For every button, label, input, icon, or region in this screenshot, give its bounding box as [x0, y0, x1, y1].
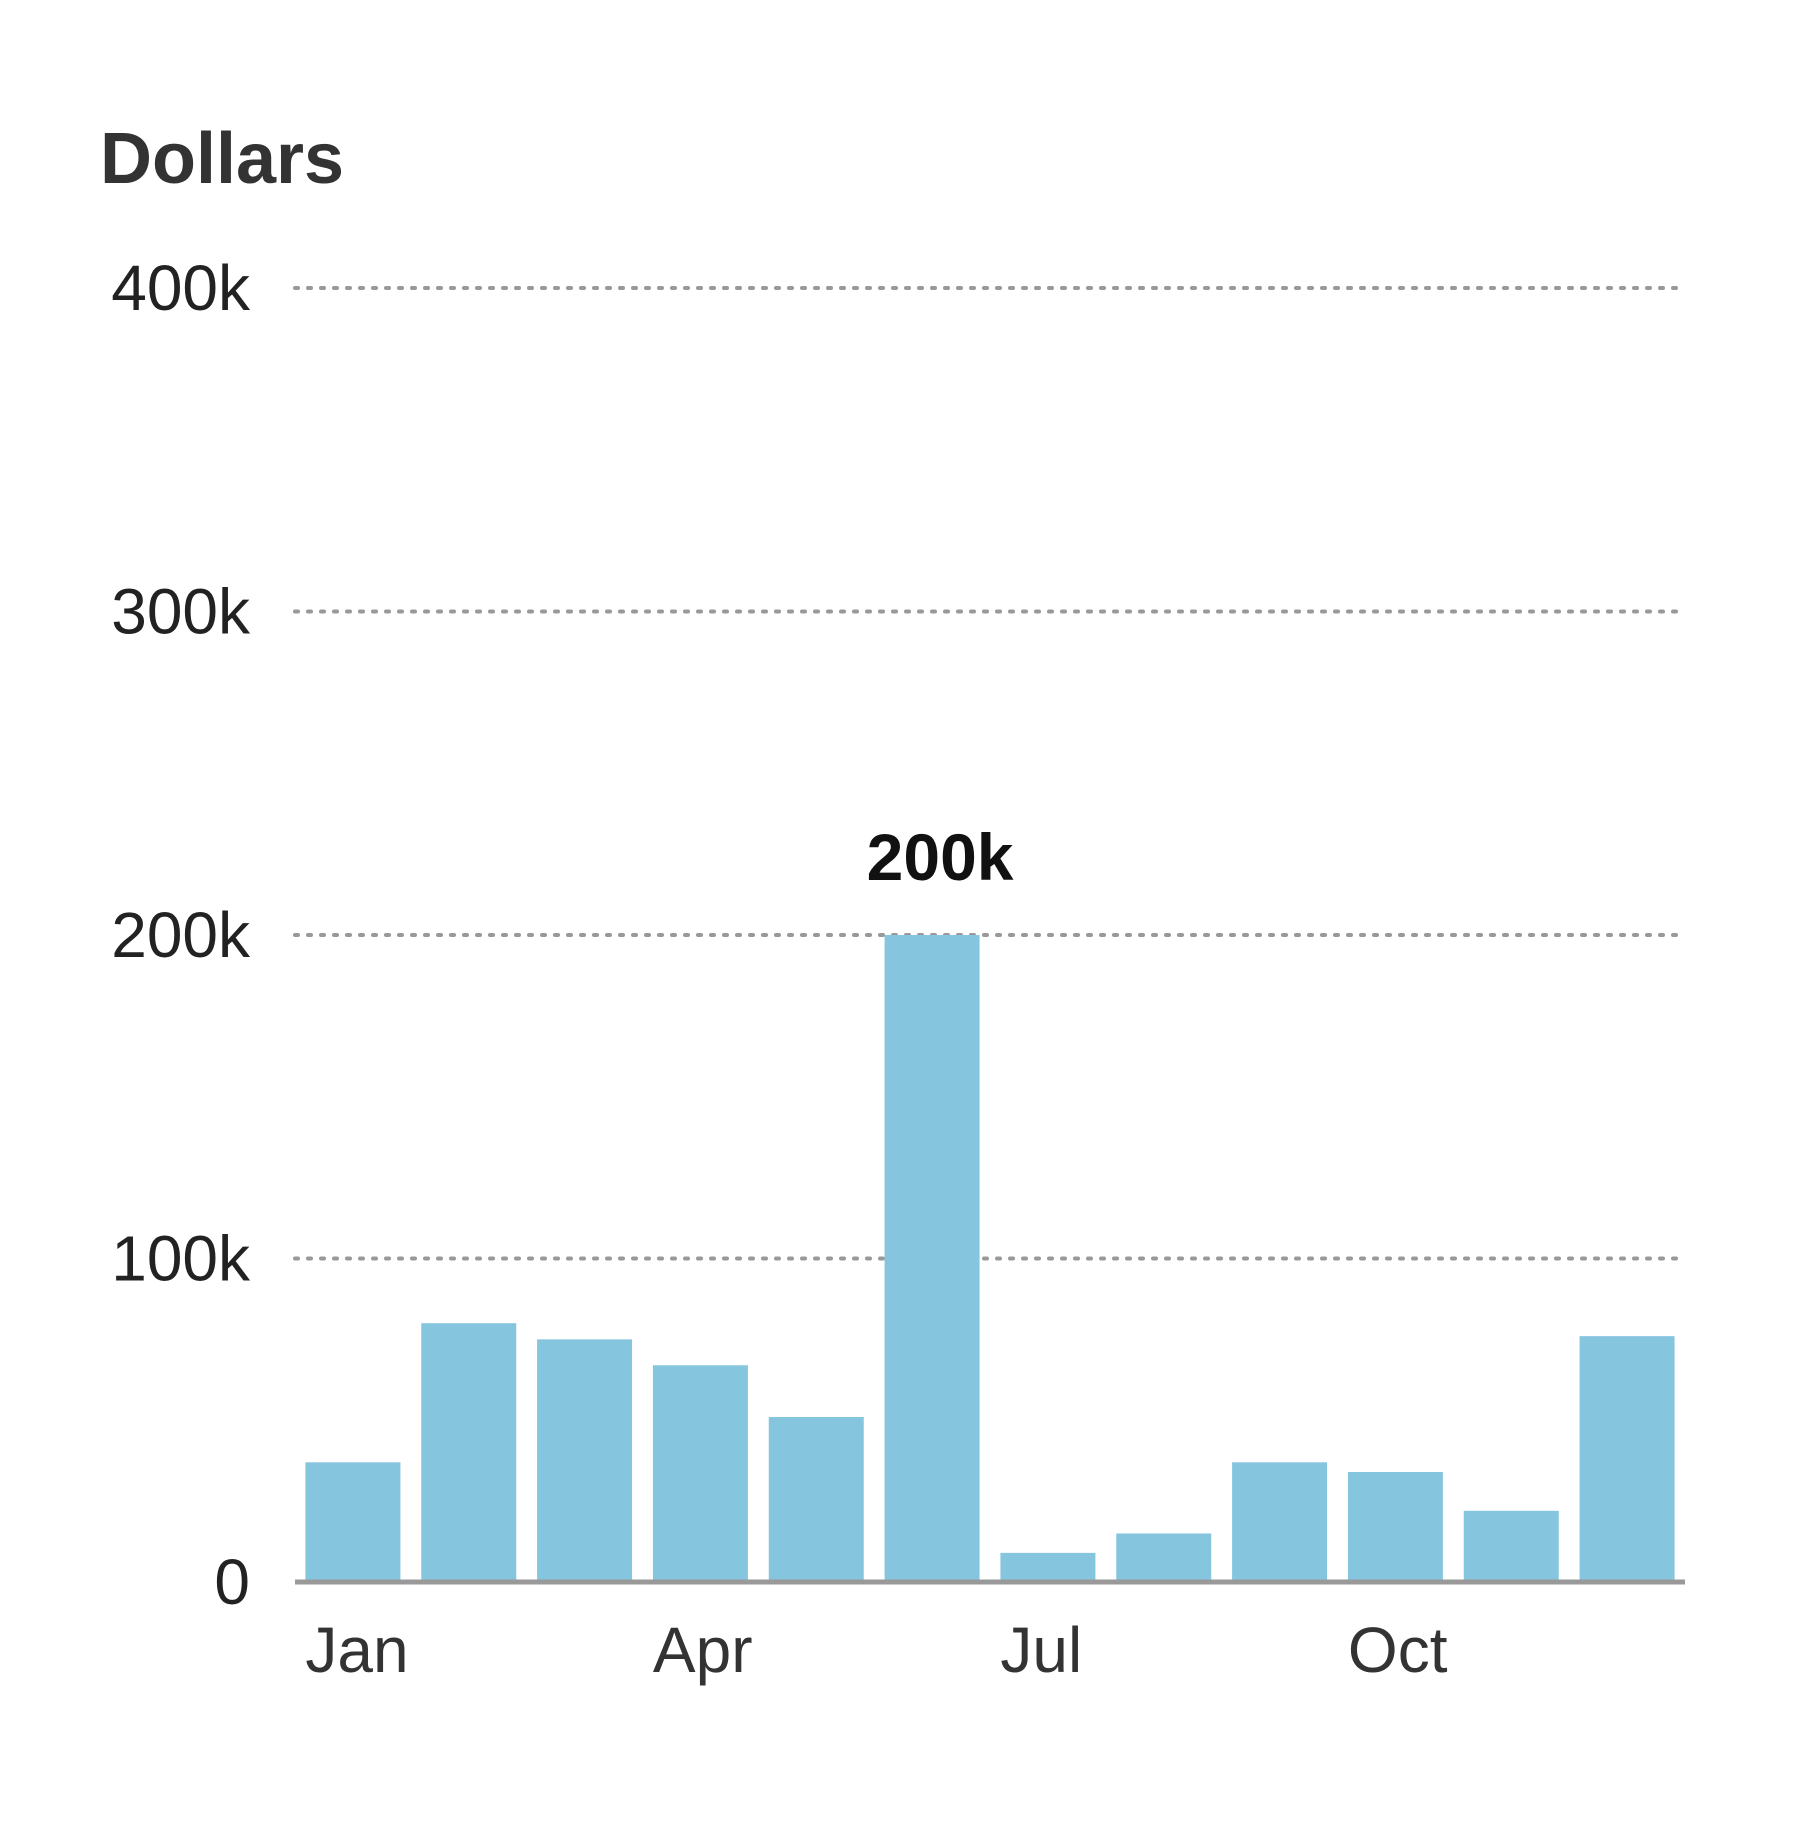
bar-jun: [884, 935, 980, 1582]
bar-dec: [1579, 1336, 1675, 1582]
bar-apr: [652, 1365, 748, 1582]
y-tick-label: 0: [214, 1546, 250, 1618]
data-label: 200k: [867, 820, 1014, 894]
bar-feb: [421, 1323, 517, 1582]
y-axis-ticks: 0 100k 200k 300k 400k: [111, 252, 251, 1618]
y-tick-label: 100k: [111, 1223, 251, 1295]
bar-jan: [305, 1462, 401, 1582]
y-tick-label: 300k: [111, 576, 251, 648]
y-axis-unit-label: Dollars: [100, 119, 344, 199]
x-axis-ticks: Jan Apr Jul Oct: [305, 1614, 1447, 1686]
x-tick-label: Jul: [1000, 1614, 1082, 1686]
gridlines: [293, 286, 1687, 1261]
bar-may: [768, 1417, 864, 1582]
bars: [305, 935, 1675, 1582]
y-tick-label: 400k: [111, 252, 251, 324]
y-tick-label: 200k: [111, 899, 251, 971]
bar-oct: [1347, 1472, 1443, 1582]
bar-mar: [537, 1339, 633, 1582]
bar-sep: [1232, 1462, 1328, 1582]
bar-aug: [1116, 1533, 1212, 1582]
x-tick-label: Oct: [1348, 1614, 1448, 1686]
bar-jul: [1000, 1552, 1096, 1582]
x-tick-label: Apr: [653, 1614, 753, 1686]
bar-nov: [1463, 1510, 1559, 1582]
annotations: 200k: [867, 820, 1014, 894]
x-tick-label: Jan: [305, 1614, 408, 1686]
